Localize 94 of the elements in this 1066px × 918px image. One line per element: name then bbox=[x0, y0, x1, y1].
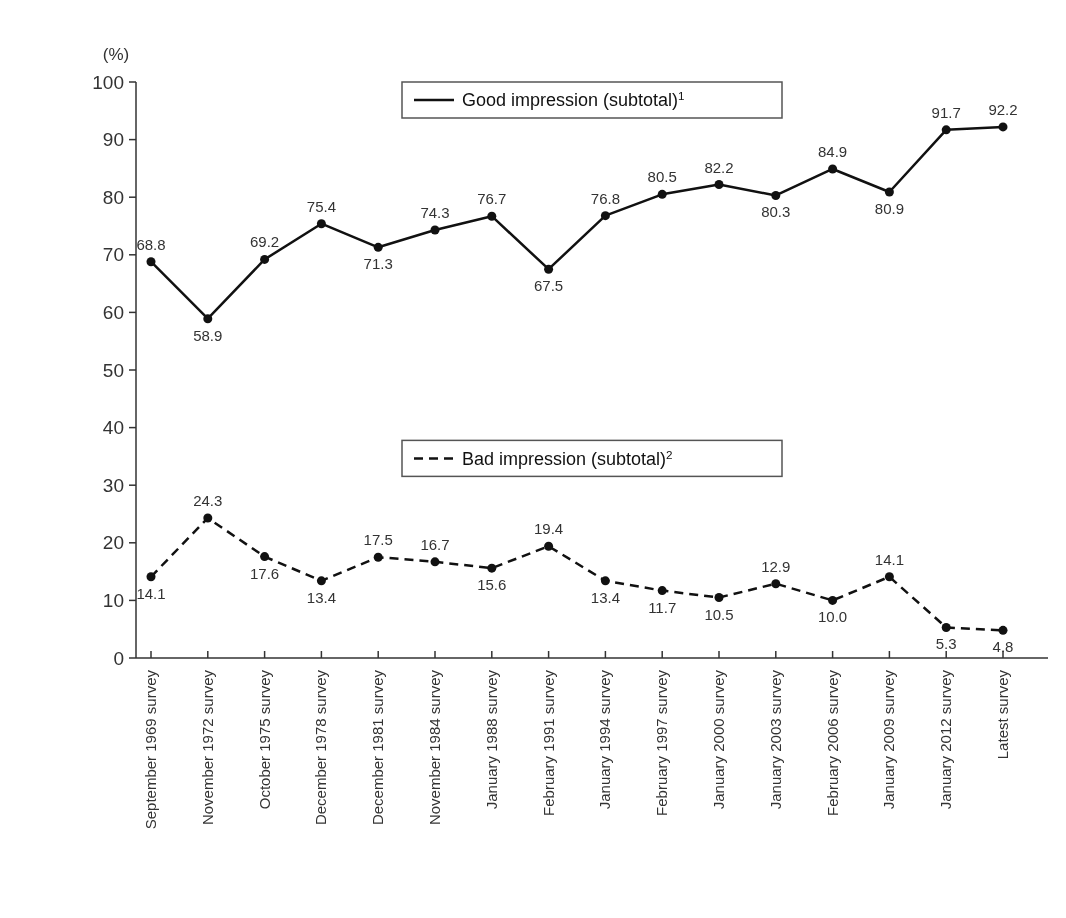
point bbox=[544, 264, 554, 274]
y-tick-label: 0 bbox=[113, 647, 124, 669]
data-label: 82.2 bbox=[704, 158, 734, 176]
point bbox=[714, 180, 724, 190]
point bbox=[600, 576, 610, 586]
point bbox=[487, 211, 497, 221]
data-label: 69.2 bbox=[250, 233, 280, 251]
data-label: 80.9 bbox=[874, 200, 904, 218]
data-label: 58.9 bbox=[193, 326, 223, 344]
data-label: 84.9 bbox=[818, 142, 848, 160]
point bbox=[828, 164, 838, 174]
data-label: 19.4 bbox=[534, 520, 564, 538]
x-tick-label: February 1991 survey bbox=[539, 669, 557, 816]
y-tick-label: 100 bbox=[92, 71, 124, 93]
y-tick-label: 50 bbox=[102, 359, 124, 381]
data-label: 74.3 bbox=[420, 204, 450, 222]
x-tick-label: January 2012 survey bbox=[937, 669, 955, 810]
x-tick-label: January 2003 survey bbox=[766, 669, 784, 810]
point bbox=[316, 576, 326, 586]
point bbox=[714, 593, 724, 603]
data-label: 68.8 bbox=[136, 235, 166, 253]
data-label: 14.1 bbox=[874, 550, 904, 568]
data-label: 13.4 bbox=[306, 588, 336, 606]
x-tick-label: November 1984 survey bbox=[426, 669, 443, 826]
data-label: 80.3 bbox=[761, 203, 791, 221]
legend-label: Good impression (subtotal)$^{1}$ bbox=[462, 88, 685, 111]
point bbox=[771, 579, 781, 589]
data-label: 16.7 bbox=[420, 535, 450, 553]
data-label: 13.4 bbox=[590, 588, 620, 606]
y-tick-label: 90 bbox=[102, 129, 124, 151]
point bbox=[884, 187, 894, 197]
x-tick-label: December 1981 survey bbox=[369, 669, 387, 826]
data-label: 10.0 bbox=[818, 608, 848, 626]
point bbox=[203, 314, 213, 324]
point bbox=[430, 225, 440, 235]
data-label: 76.8 bbox=[590, 189, 620, 207]
point bbox=[146, 257, 156, 267]
point bbox=[203, 513, 213, 523]
x-tick-label: January 1988 survey bbox=[482, 669, 500, 810]
y-tick-label: 40 bbox=[102, 417, 124, 439]
x-tick-label: Latest survey bbox=[994, 669, 1011, 760]
y-axis-title: (%) bbox=[102, 45, 130, 64]
point bbox=[316, 219, 326, 229]
point bbox=[657, 586, 667, 596]
x-tick-label: January 2009 survey bbox=[880, 669, 898, 810]
data-label: 12.9 bbox=[761, 557, 791, 575]
point bbox=[260, 254, 270, 264]
data-label: 5.3 bbox=[935, 635, 957, 653]
data-label: 10.5 bbox=[704, 605, 734, 623]
y-tick-label: 30 bbox=[102, 474, 124, 496]
point bbox=[544, 541, 554, 551]
point bbox=[430, 557, 440, 567]
data-label: 75.4 bbox=[306, 197, 336, 215]
data-label: 80.5 bbox=[647, 168, 677, 186]
point bbox=[884, 572, 894, 582]
point bbox=[828, 595, 838, 605]
point bbox=[998, 625, 1008, 635]
x-tick-label: September 1969 survey bbox=[142, 669, 159, 830]
x-tick-label: January 2000 survey bbox=[710, 669, 727, 810]
data-label: 11.7 bbox=[648, 598, 677, 616]
legend-label: Bad impression (subtotal)$^{2}$ bbox=[462, 447, 673, 469]
data-label: 17.6 bbox=[250, 564, 280, 582]
data-label: 67.5 bbox=[534, 277, 564, 295]
point bbox=[657, 189, 667, 199]
data-label: 15.6 bbox=[477, 576, 507, 594]
data-label: 17.5 bbox=[363, 531, 393, 549]
point bbox=[941, 125, 951, 135]
point bbox=[771, 190, 781, 200]
data-label: 71.3 bbox=[363, 255, 393, 273]
point bbox=[260, 552, 270, 562]
y-tick-label: 20 bbox=[102, 532, 124, 554]
data-label: 92.2 bbox=[988, 100, 1018, 118]
point bbox=[373, 242, 383, 252]
point bbox=[146, 572, 156, 582]
x-tick-label: January 1994 survey bbox=[596, 669, 614, 810]
data-label: 4.8 bbox=[992, 638, 1014, 656]
y-tick-label: 80 bbox=[102, 186, 124, 208]
point bbox=[487, 563, 497, 573]
point bbox=[373, 552, 383, 562]
x-tick-label: December 1978 survey bbox=[312, 669, 330, 826]
data-label: 91.7 bbox=[931, 103, 961, 121]
y-tick-label: 10 bbox=[102, 590, 124, 612]
x-tick-label: February 2006 survey bbox=[823, 669, 841, 816]
x-tick-label: October 1975 survey bbox=[255, 669, 273, 810]
data-label: 14.1 bbox=[136, 584, 166, 602]
data-label: 24.3 bbox=[193, 492, 223, 510]
x-tick-label: February 1997 survey bbox=[653, 669, 671, 816]
point bbox=[941, 622, 951, 632]
point bbox=[600, 211, 610, 221]
x-tick-label: November 1972 survey bbox=[198, 669, 216, 826]
y-tick-label: 60 bbox=[102, 302, 124, 324]
y-tick-label: 70 bbox=[102, 244, 124, 266]
data-label: 76.7 bbox=[477, 190, 507, 208]
point bbox=[998, 122, 1008, 132]
